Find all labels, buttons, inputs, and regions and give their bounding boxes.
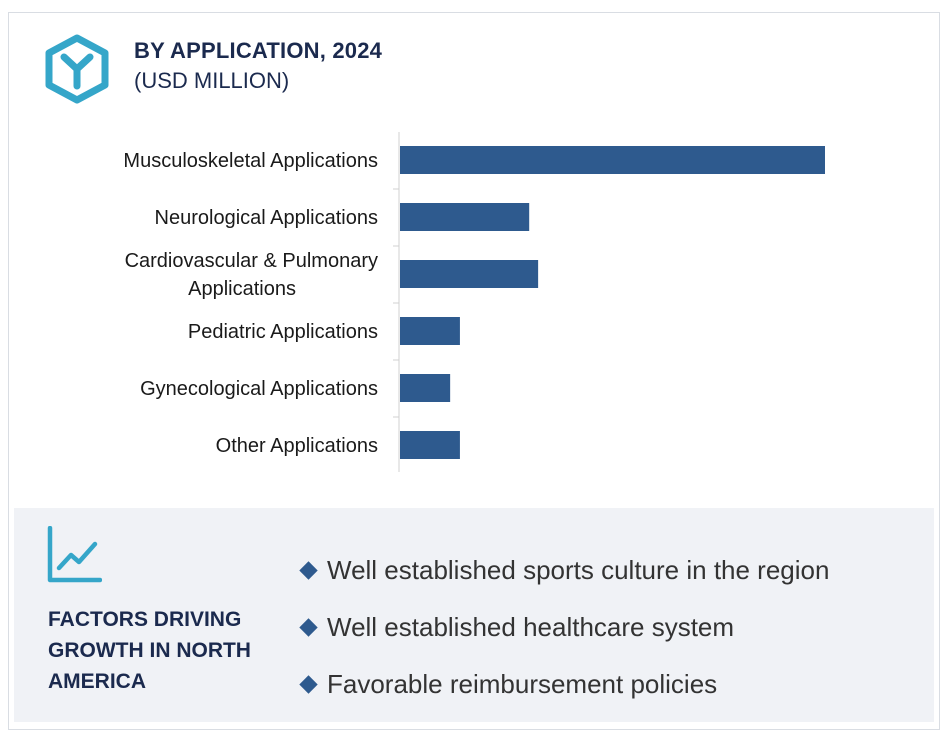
line-chart-growth-icon: [47, 526, 102, 583]
bar: [400, 317, 460, 345]
diamond-bullet-icon: [299, 561, 318, 580]
factor-text: Favorable reimbursement policies: [327, 669, 718, 699]
category-label: Musculoskeletal Applications: [123, 150, 378, 172]
chart-subtitle: (USD MILLION): [134, 68, 290, 93]
diamond-bullet-icon: [299, 618, 318, 637]
factor-item: Well established sports culture in the r…: [296, 542, 829, 599]
category-label: Neurological Applications: [155, 207, 378, 229]
category-label: Cardiovascular & Pulmonary Applications: [125, 250, 378, 300]
factor-item: Well established healthcare system: [296, 599, 829, 656]
bar: [400, 260, 539, 288]
category-label: Pediatric Applications: [188, 321, 378, 343]
bar: [400, 431, 460, 459]
bar: [400, 146, 825, 174]
bar: [400, 374, 451, 402]
factor-list: Well established sports culture in the r…: [296, 542, 829, 713]
bar: [400, 203, 530, 231]
factors-panel: FACTORS DRIVING GROWTH IN NORTH AMERICA …: [14, 508, 934, 722]
factors-title: FACTORS DRIVING GROWTH IN NORTH AMERICA: [48, 608, 251, 693]
factor-item: Favorable reimbursement policies: [296, 656, 829, 713]
diamond-bullet-icon: [299, 675, 318, 694]
category-label: Gynecological Applications: [140, 378, 378, 400]
factor-text: Well established healthcare system: [327, 612, 735, 642]
chart-title: BY APPLICATION, 2024: [134, 38, 383, 63]
hexagon-y-logo-icon: [45, 34, 109, 104]
factor-text: Well established sports culture in the r…: [327, 555, 830, 585]
category-label: Other Applications: [216, 435, 378, 457]
bar-chart: Musculoskeletal Applications Neurological…: [123, 132, 825, 472]
